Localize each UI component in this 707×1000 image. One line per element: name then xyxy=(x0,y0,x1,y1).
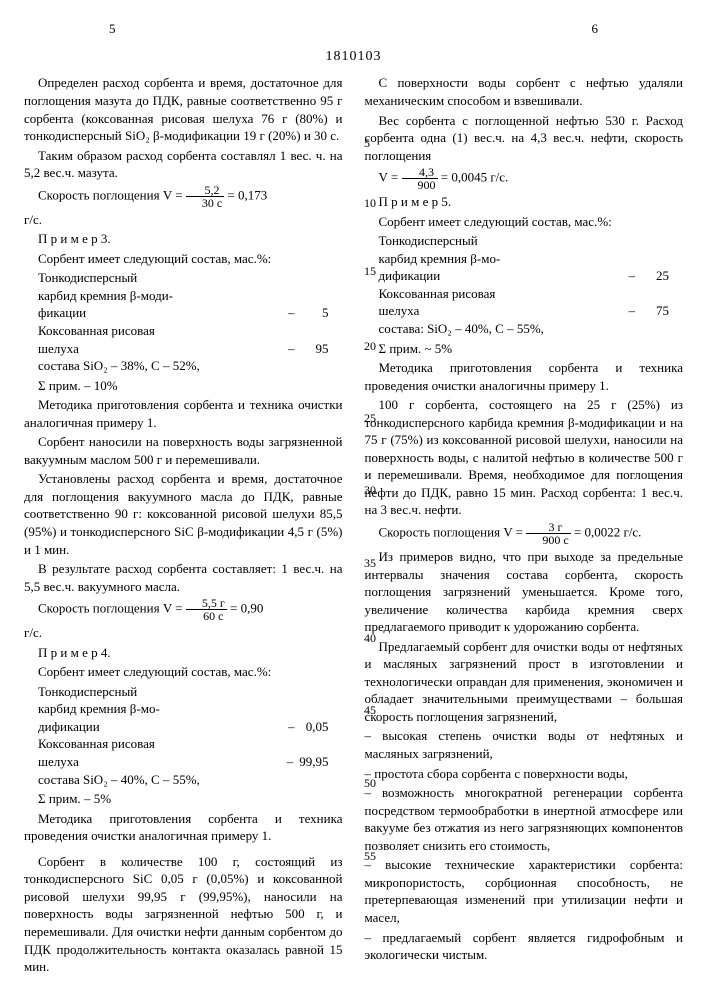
composition-row: шелуха–75 xyxy=(365,302,684,320)
text-columns: Определен расход сорбента и время, доста… xyxy=(24,74,683,975)
composition-row: Тонкодисперсный xyxy=(24,683,343,701)
body-text: Вес сорбента с поглощенной нефтью 530 г.… xyxy=(365,112,684,165)
bullet-item: – высокие технические характеристики сор… xyxy=(365,856,684,926)
example-label: П р и м е р 5. xyxy=(365,193,684,211)
composition-row: карбид кремния β-мо- xyxy=(24,700,343,718)
composition-row: Коксованная рисовая xyxy=(365,285,684,303)
composition-row: дификации–0,05 xyxy=(24,718,343,736)
bullet-item: – высокая степень очистки воды от нефтян… xyxy=(365,727,684,762)
body-text: Σ прим. – 10% xyxy=(24,377,343,395)
body-text: Σ прим. – 5% xyxy=(24,790,343,808)
line-number: 35 xyxy=(364,555,376,571)
body-text: Сорбент имеет следующий состав, мас.%: xyxy=(24,663,343,681)
line-number: 25 xyxy=(364,410,376,426)
body-text: Методика приготовления сорбента и техник… xyxy=(24,396,343,431)
body-text: С поверхности воды сорбент с нефтью удал… xyxy=(365,74,684,109)
bullet-item: – предлагаемый сорбент является гидрофоб… xyxy=(365,929,684,964)
body-text: Методика приготовления сорбента и техник… xyxy=(365,359,684,394)
composition-row: Тонкодисперсный xyxy=(365,232,684,250)
body-text: Из примеров видно, что при выходе за пре… xyxy=(365,548,684,636)
body-text: Сорбент имеет следующий состав, мас.%: xyxy=(24,250,343,268)
body-text: Сорбент наносили на поверхность воды заг… xyxy=(24,433,343,468)
example-label: П р и м е р 3. xyxy=(24,230,343,248)
equation: V = 4,3900 = 0,0045 г/с. xyxy=(365,166,684,191)
body-text: Определен расход сорбента и время, доста… xyxy=(24,74,343,144)
equation: Скорость поглощения V = 5,5 г60 с = 0,90 xyxy=(24,597,343,622)
body-text: Σ прим. ~ 5% xyxy=(365,340,684,358)
line-number: 55 xyxy=(364,848,376,864)
line-number: 50 xyxy=(364,775,376,791)
body-text: состава SiO₂ – 38%, C – 52%, xyxy=(24,357,343,375)
line-number: 15 xyxy=(364,263,376,279)
body-text: В результате расход сорбента составляет:… xyxy=(24,560,343,595)
bullet-item: – простота сбора сорбента с поверхности … xyxy=(365,765,684,783)
example-label: П р и м е р 4. xyxy=(24,644,343,662)
composition-row: Тонкодисперсный xyxy=(24,269,343,287)
line-number: 20 xyxy=(364,338,376,354)
composition-row: шелуха–95 xyxy=(24,340,343,358)
composition-row: карбид кремния β-мо- xyxy=(365,250,684,268)
body-text: 100 г сорбента, состоящего на 25 г (25%)… xyxy=(365,396,684,519)
right-page-number: 6 xyxy=(592,20,599,38)
composition-row: Коксованная рисовая xyxy=(24,735,343,753)
line-number: 30 xyxy=(364,482,376,498)
equation: Скорость поглощения V = 3 г900 с = 0,002… xyxy=(365,521,684,546)
body-text: Сорбент имеет следующий состав, мас.%: xyxy=(365,213,684,231)
composition-row: дификации–25 xyxy=(365,267,684,285)
line-number: 5 xyxy=(364,135,370,151)
body-text: Таким образом расход сорбента составлял … xyxy=(24,147,343,182)
line-number: 45 xyxy=(364,702,376,718)
body-text: Сорбент в количестве 100 г, состоящий из… xyxy=(24,853,343,976)
body-text: Предлагаемый сорбент для очистки воды от… xyxy=(365,638,684,726)
body-text: состава: SiO₂ – 40%, C – 55%, xyxy=(365,320,684,338)
bullet-item: – возможность многократной регенерации с… xyxy=(365,784,684,854)
composition-row: шелуха–99,95 xyxy=(24,753,343,771)
unit: г/с. xyxy=(24,211,343,229)
body-text: состава SiO₂ – 40%, C – 55%, xyxy=(24,771,343,789)
unit: г/с. xyxy=(24,624,343,642)
line-number: 40 xyxy=(364,630,376,646)
patent-number: 1810103 xyxy=(24,48,683,67)
composition-row: карбид кремния β-моди- xyxy=(24,287,343,305)
left-page-number: 5 xyxy=(109,20,116,38)
composition-row: фикации–5 xyxy=(24,304,343,322)
equation: Скорость поглощения V = 5,230 с = 0,173 xyxy=(24,184,343,209)
body-text: Методика приготовления сорбента и техник… xyxy=(24,810,343,845)
line-number: 10 xyxy=(364,195,376,211)
body-text: Установлены расход сорбента и время, дос… xyxy=(24,470,343,558)
composition-row: Коксованная рисовая xyxy=(24,322,343,340)
